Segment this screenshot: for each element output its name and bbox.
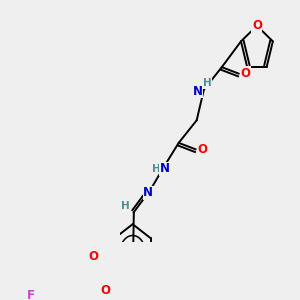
Text: O: O [252, 19, 262, 32]
Text: F: F [26, 290, 34, 300]
Text: N: N [193, 85, 203, 98]
Text: O: O [241, 67, 251, 80]
Text: O: O [198, 143, 208, 156]
Text: H: H [152, 164, 160, 174]
Text: H: H [203, 78, 212, 88]
Text: N: N [143, 186, 153, 199]
Text: O: O [100, 284, 110, 297]
Text: O: O [88, 250, 98, 263]
Text: N: N [160, 162, 170, 175]
Text: H: H [121, 201, 130, 211]
